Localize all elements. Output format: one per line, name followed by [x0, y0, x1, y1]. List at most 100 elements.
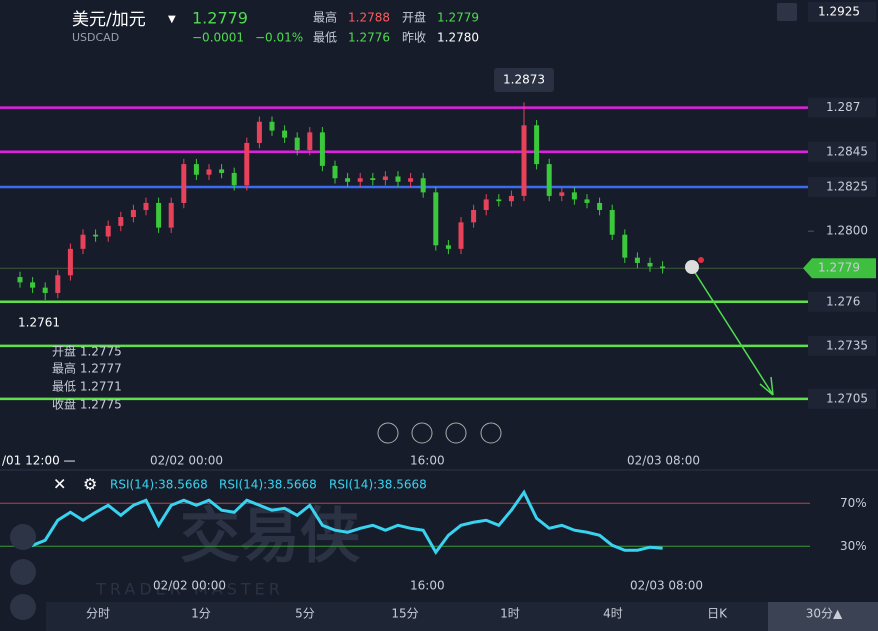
close[interactable]: ✕: [53, 475, 66, 494]
candle-body: [130, 210, 136, 218]
candle-body: [319, 132, 325, 166]
candle-body: [67, 248, 73, 276]
settings[interactable]: ⚙: [83, 475, 97, 494]
time-label: /01 12:00 —: [2, 454, 76, 468]
rsi-label: RSI(14):38.5668: [329, 478, 427, 492]
level-tag: [808, 388, 876, 409]
time-label: 02/03 08:00: [630, 579, 703, 593]
candle-body: [307, 132, 313, 150]
candle-body: [231, 172, 237, 186]
info: 开盘 1.2775: [52, 344, 122, 359]
zoom-controls: [377, 422, 502, 444]
candle-body: [370, 178, 376, 180]
tool[interactable]: [10, 594, 36, 620]
title: 美元/加元: [72, 10, 146, 30]
candle-body: [458, 222, 464, 249]
tool[interactable]: [10, 524, 36, 550]
candle-body: [244, 142, 250, 186]
last-tag: [803, 258, 876, 279]
candle-body: [571, 192, 577, 200]
value: 1.2776: [348, 31, 390, 45]
tab[interactable]: 4时: [603, 607, 623, 621]
candle-body: [445, 245, 451, 249]
level-label: 1.287: [826, 100, 860, 114]
watermark: 交易侠: [180, 502, 361, 572]
candle-body: [181, 164, 187, 203]
candle-body: [508, 195, 514, 202]
candle-body: [17, 277, 23, 283]
candle-body: [332, 165, 338, 179]
candle-body: [433, 192, 439, 246]
candle-body: [118, 217, 124, 226]
candle-body: [660, 266, 666, 269]
candle-body: [634, 257, 640, 263]
y-tick-label: 70%: [840, 496, 867, 510]
tool[interactable]: [10, 559, 36, 585]
tab-selected: [768, 602, 878, 631]
candle-body: [357, 178, 363, 182]
tab[interactable]: 日K: [707, 607, 728, 621]
level-tag: [808, 335, 876, 356]
min-label: 1.2761: [18, 316, 60, 330]
top-price-box: [808, 2, 876, 22]
tab[interactable]: 15分: [391, 607, 418, 621]
candle-body: [382, 176, 388, 180]
candle-body: [559, 192, 565, 196]
candle-body: [597, 202, 603, 210]
candle-body: [206, 169, 212, 175]
candle-body: [80, 234, 86, 249]
value: 1.2780: [437, 31, 479, 45]
symbol: USDCAD: [72, 31, 119, 44]
candle-body: [168, 202, 174, 228]
next[interactable]: [445, 422, 467, 444]
max-box: [494, 68, 554, 92]
price: 1.2779: [192, 9, 248, 28]
level-tag: [808, 177, 876, 198]
rsi-label: RSI(14):38.5668: [219, 478, 317, 492]
dropdown[interactable]: ▼: [168, 14, 176, 25]
label: 开盘: [402, 10, 426, 25]
candle-body: [193, 164, 199, 175]
tab[interactable]: 1分: [191, 607, 211, 621]
level-label: 1.2825: [826, 180, 868, 194]
zoom-out[interactable]: [377, 422, 399, 444]
candle-body: [420, 178, 426, 193]
background: 交易侠 TRADER MASTER: [95, 502, 361, 599]
candle-body: [294, 137, 300, 150]
candle-body: [30, 282, 36, 288]
bell[interactable]: [777, 3, 797, 21]
y-tick-label: 30%: [840, 539, 867, 553]
level-tag: [808, 291, 876, 312]
candle-body: [42, 287, 48, 293]
tab[interactable]: 分时: [86, 607, 110, 621]
time-label: 02/02 00:00: [153, 579, 226, 593]
time-label: 02/03 08:00: [627, 454, 700, 468]
change-pct: −0.01%: [255, 31, 303, 45]
candle-body: [496, 199, 502, 202]
candle-body: [219, 169, 225, 173]
time-label: 02/02 00:00: [150, 454, 223, 468]
marker[interactable]: [685, 260, 699, 274]
value: 1.2779: [437, 11, 479, 25]
tab[interactable]: 1时: [500, 607, 520, 621]
top-price: 1.2925: [818, 5, 860, 19]
arrow: [691, 267, 774, 396]
level-tag: [808, 141, 876, 162]
change: −0.0001: [192, 31, 244, 45]
candle-body: [622, 234, 628, 258]
info: 最高 1.2777: [52, 361, 122, 376]
level-label: 1.2845: [826, 144, 868, 158]
tab[interactable]: 30分▲: [806, 607, 843, 621]
prev[interactable]: [411, 422, 433, 444]
candle-body: [256, 121, 262, 143]
candle-body: [93, 234, 99, 237]
marker-dot: [698, 257, 704, 263]
tab[interactable]: 5分: [295, 607, 315, 621]
level-label: 1.276: [826, 294, 860, 308]
level-tag: [808, 97, 876, 118]
zoom-in[interactable]: [480, 422, 502, 444]
candle-body: [395, 176, 401, 182]
candle-body: [269, 121, 275, 131]
